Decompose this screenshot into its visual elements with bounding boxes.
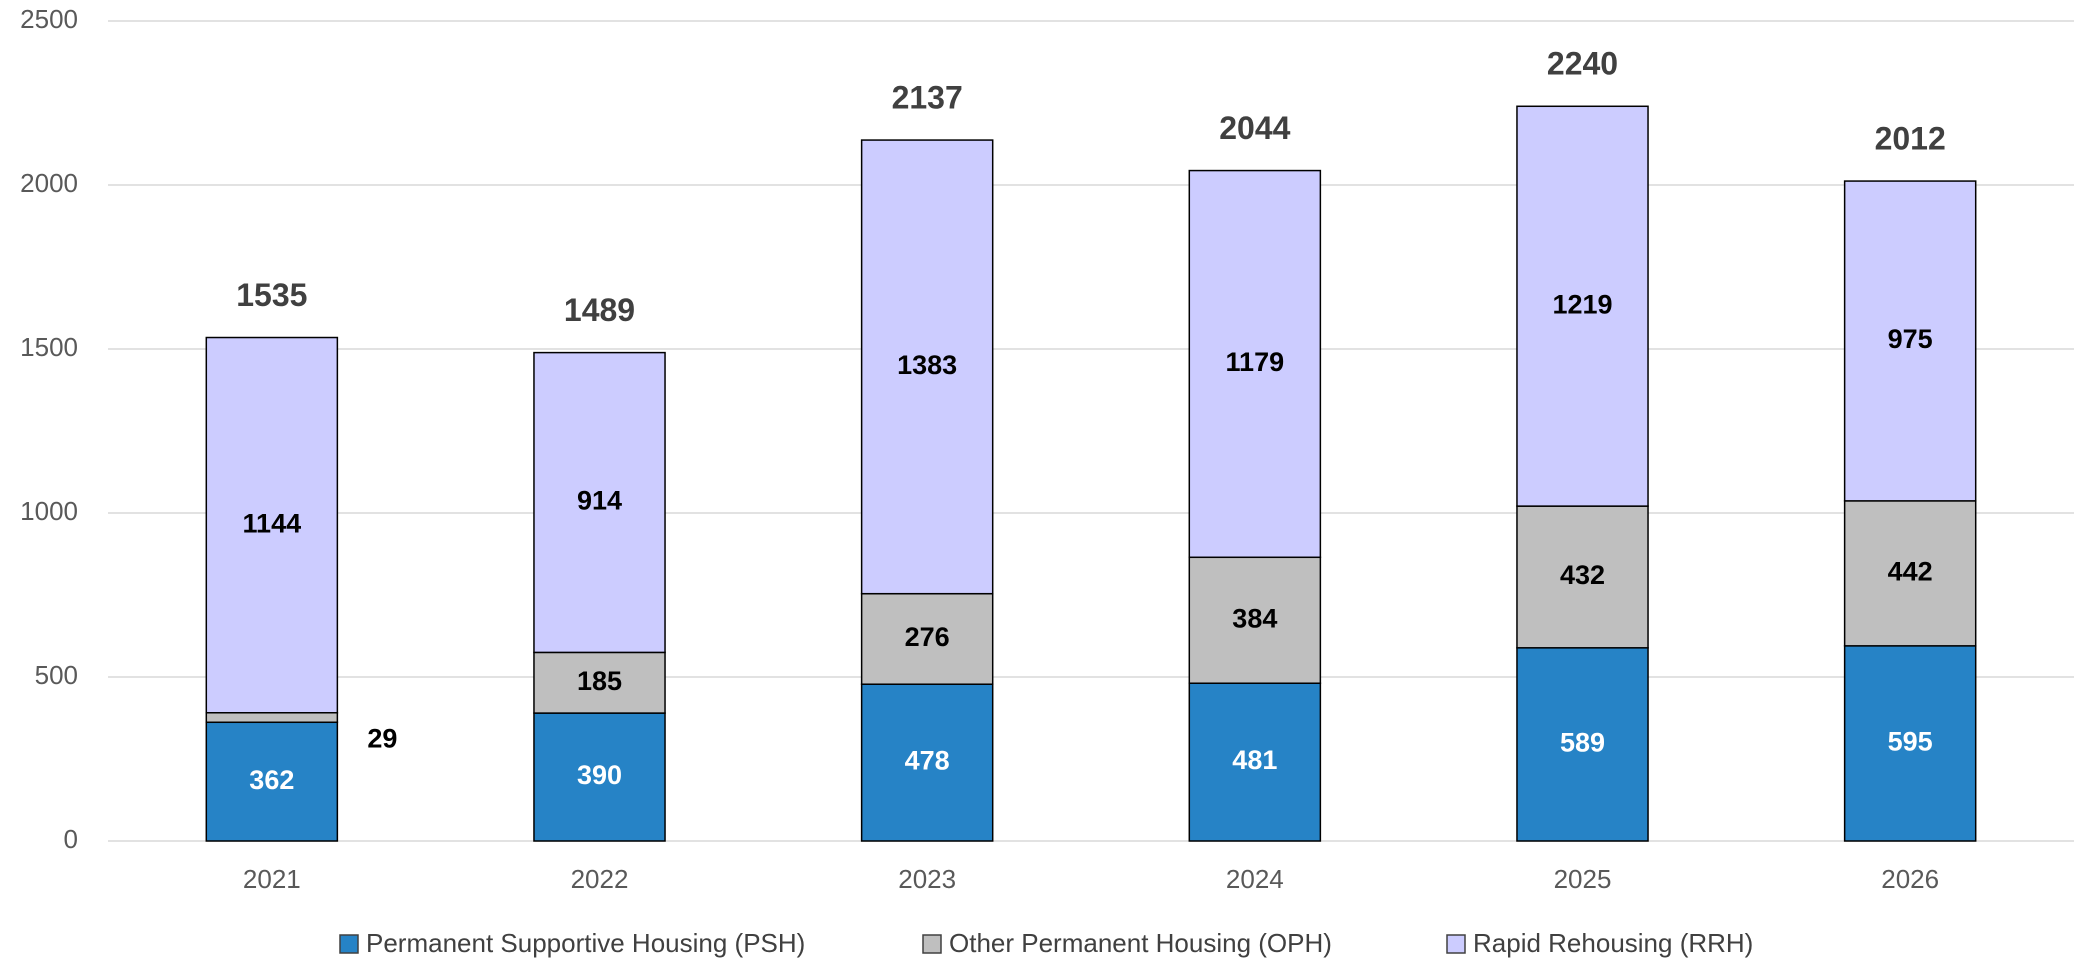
data-label: 29	[367, 723, 397, 753]
y-tick-label: 1500	[20, 332, 78, 362]
data-label: 362	[249, 765, 294, 795]
bar-segment	[205, 336, 339, 714]
data-label: 481	[1232, 745, 1277, 775]
y-tick-label: 2000	[20, 168, 78, 198]
data-label: 432	[1560, 560, 1605, 590]
x-tick-label: 2021	[243, 864, 301, 894]
bar-segment	[533, 712, 666, 842]
bar-segment	[860, 592, 994, 685]
total-label: 2240	[1547, 46, 1618, 82]
legend-swatch	[339, 934, 359, 954]
bar-segment	[1843, 645, 1977, 842]
data-label: 185	[577, 666, 622, 696]
legend-swatch	[1446, 934, 1466, 954]
y-tick-label: 2500	[20, 4, 78, 34]
data-label: 390	[577, 760, 622, 790]
data-label: 975	[1888, 324, 1933, 354]
data-label: 1179	[1226, 347, 1285, 377]
total-label: 2044	[1219, 110, 1290, 146]
x-tick-label: 2026	[1881, 864, 1939, 894]
bar-segment	[1188, 556, 1322, 684]
data-label: 276	[905, 622, 950, 652]
data-label: 384	[1232, 603, 1277, 633]
x-tick-label: 2025	[1554, 864, 1612, 894]
bar-segment	[860, 683, 994, 842]
data-label: 442	[1888, 556, 1933, 586]
bar-segment	[1516, 647, 1649, 842]
bar-segment	[1843, 180, 1977, 502]
y-tick-label: 500	[35, 660, 78, 690]
y-tick-label: 0	[64, 824, 78, 854]
bar-segment	[860, 139, 994, 595]
legend-label: Rapid Rehousing (RRH)	[1473, 928, 1753, 958]
bar-segment	[1188, 169, 1322, 559]
data-label: 478	[905, 746, 950, 776]
bar-segment	[1843, 500, 1977, 647]
data-label: 589	[1560, 728, 1605, 758]
bar-segment	[1516, 105, 1649, 507]
x-tick-label: 2022	[571, 864, 629, 894]
x-tick-label: 2024	[1226, 864, 1284, 894]
data-label: 1383	[897, 350, 957, 380]
data-label: 914	[577, 486, 622, 516]
data-label: 595	[1888, 727, 1933, 757]
data-label: 1219	[1552, 289, 1612, 319]
bar-segment	[533, 351, 666, 654]
data-label: 1144	[243, 508, 302, 538]
legend-label: Permanent Supportive Housing (PSH)	[366, 928, 805, 958]
x-tick-label: 2023	[898, 864, 956, 894]
legend-label: Other Permanent Housing (OPH)	[949, 928, 1332, 958]
bar-segment	[1516, 505, 1649, 649]
legend-swatch	[922, 934, 942, 954]
bar-segment	[205, 721, 339, 842]
total-label: 2137	[892, 80, 963, 116]
total-label: 1535	[236, 277, 307, 313]
y-tick-label: 1000	[20, 496, 78, 526]
bar-segment	[1188, 682, 1322, 842]
bar-segment	[205, 712, 339, 724]
total-label: 2012	[1875, 121, 1946, 157]
total-label: 1489	[564, 292, 635, 328]
